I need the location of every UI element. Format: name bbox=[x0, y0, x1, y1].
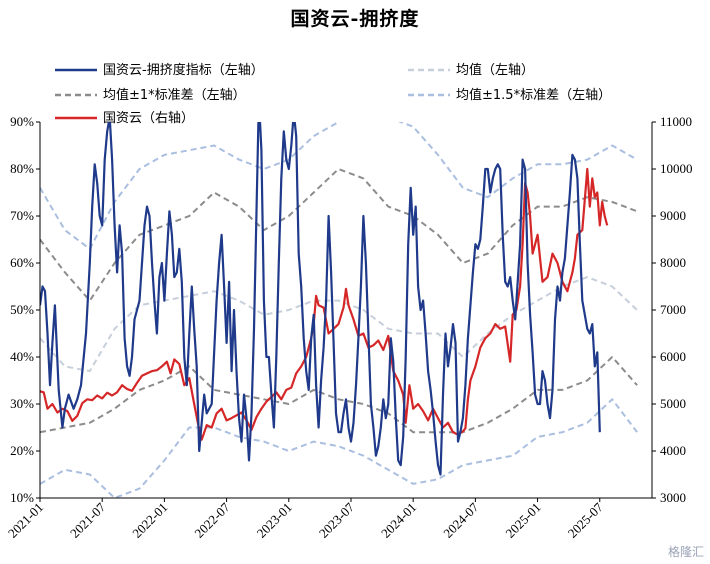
y-left-tick-label: 80% bbox=[10, 161, 34, 176]
y-left-tick-label: 70% bbox=[10, 208, 34, 223]
y-right-tick-label: 5000 bbox=[660, 396, 686, 411]
x-tick-label: 2022-01 bbox=[129, 500, 170, 541]
x-tick-label: 2021-01 bbox=[5, 500, 46, 541]
x-tick-label: 2024-07 bbox=[440, 499, 482, 541]
x-tick-label: 2024-01 bbox=[378, 500, 419, 541]
series-layer bbox=[40, 122, 638, 498]
y-left-tick-label: 60% bbox=[10, 255, 34, 270]
series-line bbox=[40, 276, 638, 373]
chart-title: 国资云-拥挤度 bbox=[290, 8, 420, 30]
series-line bbox=[40, 356, 638, 434]
y-right-tick-label: 9000 bbox=[660, 208, 686, 223]
y-left-tick-label: 40% bbox=[10, 349, 34, 364]
y-right-tick-label: 3000 bbox=[660, 490, 686, 505]
x-tick-label: 2022-07 bbox=[191, 499, 233, 541]
legend-label: 国资云-拥挤度指标（左轴） bbox=[103, 62, 264, 78]
legend-label: 均值±1*标准差（左轴） bbox=[103, 87, 246, 103]
series-line bbox=[40, 122, 638, 250]
y-left-tick-label: 20% bbox=[10, 443, 34, 458]
x-tick-label: 2023-07 bbox=[316, 499, 358, 541]
y-right-tick-label: 11000 bbox=[660, 114, 692, 129]
legend-label: 国资云（右轴） bbox=[103, 111, 194, 126]
y-right-tick-label: 8000 bbox=[660, 255, 686, 270]
legend-label: 均值±1.5*标准差（左轴） bbox=[456, 87, 611, 103]
y-right-tick-label: 7000 bbox=[660, 302, 686, 317]
x-tick-label: 2025-07 bbox=[565, 499, 607, 541]
series-line bbox=[40, 168, 638, 302]
y-right-tick-label: 10000 bbox=[660, 161, 693, 176]
x-tick-label: 2023-01 bbox=[254, 500, 295, 541]
series-line bbox=[40, 122, 601, 476]
y-left-tick-label: 30% bbox=[10, 396, 34, 411]
legend-label: 均值（左轴） bbox=[456, 62, 534, 78]
y-left-tick-label: 90% bbox=[10, 114, 34, 129]
watermark-logo: 格隆汇 bbox=[667, 545, 704, 559]
y-left-tick-label: 10% bbox=[10, 490, 34, 505]
axes-layer: 10% 20% 30% 40% 50% 60% 70% 80% 90% 3000 4000 5000 6… bbox=[5, 114, 693, 541]
y-left-tick-label: 50% bbox=[10, 302, 34, 317]
series-line bbox=[40, 167, 609, 441]
series-line bbox=[40, 398, 638, 498]
y-right-tick-label: 4000 bbox=[660, 443, 686, 458]
legend: 国资云-拥挤度指标（左轴） 均值（左轴） 均值±1*标准差（左轴） 均值±1.5*标准… bbox=[55, 62, 611, 126]
x-tick-label: 2021-07 bbox=[67, 499, 109, 541]
x-tick-label: 2025-01 bbox=[502, 500, 543, 541]
y-right-tick-label: 6000 bbox=[660, 349, 686, 364]
